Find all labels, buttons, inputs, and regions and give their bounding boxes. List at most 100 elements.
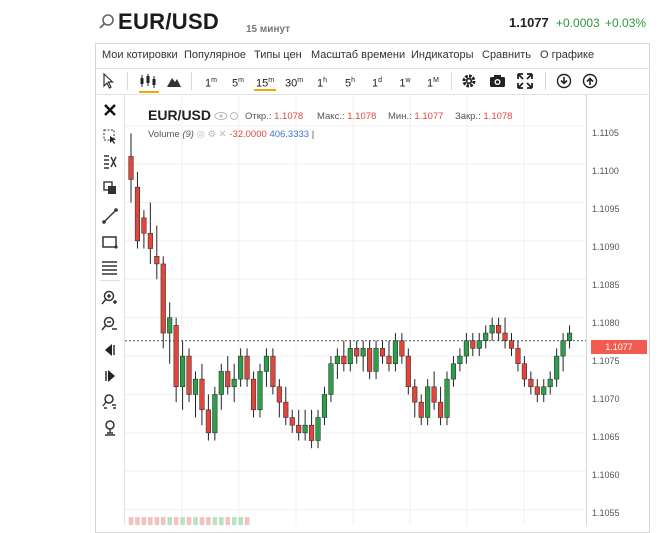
candle-body xyxy=(438,401,444,418)
select-area-icon[interactable] xyxy=(100,126,120,146)
price-chart[interactable] xyxy=(125,95,586,525)
interval-1M[interactable]: 1M xyxy=(427,77,439,90)
candle-body xyxy=(244,355,250,380)
candle-body xyxy=(399,340,405,357)
candle-body xyxy=(128,156,134,180)
visibility-icon[interactable] xyxy=(214,111,240,121)
candle-body xyxy=(450,363,457,380)
candle-body xyxy=(238,355,244,380)
interval-1m[interactable]: 1m xyxy=(205,77,217,90)
candle-body xyxy=(354,348,360,357)
candle-body xyxy=(173,325,179,388)
rectangle-icon[interactable] xyxy=(100,232,120,252)
candle-body xyxy=(483,332,489,341)
close-icon[interactable] xyxy=(100,100,120,120)
price-tick-label: 1.1085 xyxy=(592,280,620,290)
interval-5m[interactable]: 5m xyxy=(232,77,244,90)
candle-body xyxy=(379,348,386,357)
candle-body xyxy=(263,355,269,372)
menu-popular[interactable]: Популярное xyxy=(184,49,247,61)
copy-icon[interactable] xyxy=(100,178,120,198)
volume-bar xyxy=(244,517,250,525)
price-tick-label: 1.1105 xyxy=(592,128,619,138)
candle-body xyxy=(180,355,186,388)
price-tick-label: 1.1055 xyxy=(592,508,620,518)
fibonacci-icon[interactable] xyxy=(100,258,120,278)
camera-icon[interactable] xyxy=(489,73,506,89)
candle-body xyxy=(541,386,547,395)
menu-price-types[interactable]: Типы цен xyxy=(254,49,302,61)
volume-bar xyxy=(154,517,160,525)
candle-body xyxy=(567,332,573,341)
zoom-in-icon[interactable] xyxy=(100,288,120,308)
reset-zoom-icon[interactable] xyxy=(100,418,120,438)
candle-body xyxy=(328,363,334,395)
candle-body xyxy=(347,348,353,364)
candle-body xyxy=(341,355,347,365)
candle-body xyxy=(418,401,424,418)
cursor-icon[interactable] xyxy=(101,73,115,89)
candles-icon[interactable] xyxy=(139,73,157,89)
menu-time-scale[interactable]: Масштаб времени xyxy=(311,49,406,61)
scroll-right-icon[interactable] xyxy=(100,366,120,386)
candle-body xyxy=(489,325,495,334)
tools-divider xyxy=(100,280,120,281)
candle-body xyxy=(321,394,328,418)
volume-bar xyxy=(193,517,198,525)
toolbar-divider xyxy=(545,72,546,90)
volume-bar xyxy=(218,517,224,525)
fullscreen-icon[interactable] xyxy=(517,73,533,89)
volume-bars xyxy=(128,517,250,525)
candle-body xyxy=(515,348,521,364)
price-change: +0.0003 xyxy=(556,16,600,30)
menu-compare[interactable]: Сравнить xyxy=(482,49,532,61)
legend-high: Макс.: 1.1078 xyxy=(317,111,377,122)
menu-bar xyxy=(96,44,649,69)
volume-bar xyxy=(238,517,243,525)
menu-indicators[interactable]: Индикаторы xyxy=(411,49,474,61)
mountain-icon[interactable] xyxy=(166,73,182,89)
candle-body xyxy=(470,340,476,349)
candle-body xyxy=(141,217,147,234)
candle-body xyxy=(250,378,257,411)
candle-body xyxy=(276,386,282,403)
candle-body xyxy=(167,317,173,334)
symbol-title[interactable]: EUR/USD xyxy=(118,9,220,34)
menu-about-chart[interactable]: О графике xyxy=(540,49,595,61)
ruler-icon[interactable] xyxy=(100,152,120,172)
interval-label: 15 минут xyxy=(246,24,291,35)
toolbar-divider xyxy=(127,72,128,90)
zoom-fit-icon[interactable] xyxy=(100,392,120,412)
candle-body xyxy=(212,394,218,434)
interval-5h[interactable]: 5h xyxy=(344,77,356,90)
interval-1d[interactable]: 1d xyxy=(371,77,383,90)
price-tick-label: 1.1075 xyxy=(592,356,620,366)
interval-15m[interactable]: 15m xyxy=(254,71,276,91)
candle-body xyxy=(283,401,289,418)
interval-30m[interactable]: 30m xyxy=(284,77,304,90)
interval-1w[interactable]: 1w xyxy=(399,77,411,90)
candle-body xyxy=(270,355,276,388)
candle-body xyxy=(309,424,315,441)
volume-legend: Volume (9) ◎ ⚙ ✕ -32.0000 406.3333 | xyxy=(148,129,315,140)
trendline-icon[interactable] xyxy=(100,206,120,226)
candle-body xyxy=(186,355,192,395)
volume-settings-icons[interactable]: ◎ ⚙ ✕ xyxy=(196,129,227,140)
upload-icon[interactable] xyxy=(582,73,598,89)
volume-bar xyxy=(206,517,211,525)
candle-body xyxy=(218,371,224,395)
volume-bar xyxy=(180,517,185,525)
volume-bar xyxy=(148,517,153,525)
scroll-left-icon[interactable] xyxy=(100,340,120,360)
gear-icon[interactable] xyxy=(461,73,477,89)
zoom-out-icon[interactable] xyxy=(100,314,120,334)
legend-close: Закр.: 1.1078 xyxy=(455,111,513,122)
download-icon[interactable] xyxy=(556,73,572,89)
interval-1h[interactable]: 1h xyxy=(316,77,328,90)
candle-body xyxy=(502,332,508,341)
legend-open: Откр.: 1.1078 xyxy=(245,111,304,122)
candle-body xyxy=(257,371,263,411)
search-icon[interactable] xyxy=(97,12,117,32)
price-axis[interactable] xyxy=(586,95,650,525)
menu-my-quotes[interactable]: Мои котировки xyxy=(102,49,178,61)
